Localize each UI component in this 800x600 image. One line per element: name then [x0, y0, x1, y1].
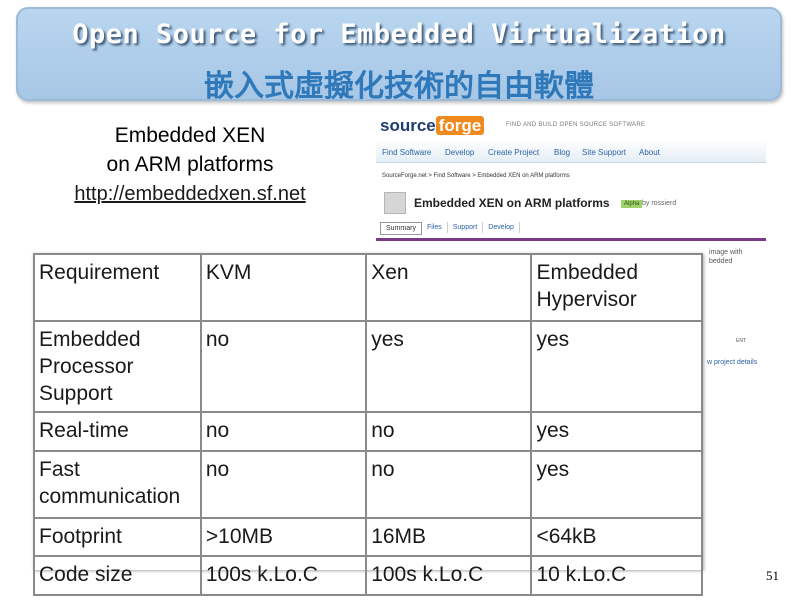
side-text-line-2: bedded	[709, 258, 733, 265]
table-row: Footprint >10MB 16MB <64kB	[33, 517, 703, 557]
header-xen: Xen	[365, 253, 533, 322]
nav-create-project[interactable]: Create Project	[488, 148, 540, 157]
table-row: Fast communication no no yes	[33, 450, 703, 519]
table-cell: yes	[530, 411, 703, 452]
nav-blog[interactable]: Blog	[554, 148, 571, 157]
tab-files[interactable]: Files	[422, 222, 448, 233]
title-english: Open Source for Embedded Virtualization	[72, 19, 726, 50]
table-cell: Code size	[33, 555, 202, 596]
table-cell: no	[365, 411, 533, 452]
nav-site-support[interactable]: Site Support	[582, 148, 627, 157]
table-cell: Footprint	[33, 517, 202, 557]
project-title: Embedded XEN on ARM platforms	[414, 196, 610, 210]
table-cell: Fast communication	[33, 450, 202, 519]
tab-divider	[376, 238, 766, 241]
table-cell: no	[199, 320, 368, 413]
page-number: 51	[766, 568, 779, 583]
comparison-table: Requirement KVM Xen Embedded Hypervisor …	[33, 253, 703, 596]
table-cell: yes	[530, 450, 703, 519]
sourceforge-nav: Find Software Develop Create Project Blo…	[376, 142, 766, 163]
table-cell: yes	[365, 320, 533, 413]
table-cell: yes	[530, 320, 703, 413]
logo-forge: forge	[435, 116, 485, 135]
status-badge: Alpha	[621, 200, 643, 208]
table-row: Real-time no no yes	[33, 411, 703, 452]
table-cell: no	[199, 450, 368, 519]
breadcrumb: SourceForge.net > Find Software > Embedd…	[382, 173, 570, 179]
caption-line-1: Embedded XEN	[114, 124, 266, 147]
nav-develop[interactable]: Develop	[445, 148, 475, 157]
table-cell: no	[199, 411, 368, 452]
side-label: ENT	[736, 338, 746, 344]
header-embedded-hypervisor: Embedded Hypervisor	[530, 253, 703, 322]
tab-develop[interactable]: Develop	[483, 222, 520, 233]
header-kvm: KVM	[199, 253, 368, 322]
table-cell: 100s k.Lo.C	[199, 555, 368, 596]
title-banner: Open Source for Embedded Virtualization …	[16, 7, 782, 104]
table-cell: Real-time	[33, 411, 202, 452]
sourceforge-logo[interactable]: source forge	[380, 116, 485, 136]
side-text: image with bedded	[709, 248, 742, 266]
table-cell: no	[365, 450, 533, 519]
title-chinese: 嵌入式虛擬化技術的自由軟體	[204, 69, 594, 104]
project-author: by rossierd	[642, 200, 677, 207]
table-cell: 100s k.Lo.C	[365, 555, 533, 596]
tab-summary[interactable]: Summary	[380, 222, 422, 235]
table-cell: <64kB	[530, 517, 703, 557]
project-url-link[interactable]: http://embeddedxen.sf.net	[74, 183, 306, 205]
tab-support[interactable]: Support	[448, 222, 484, 233]
table-cell: Embedded Processor Support	[33, 320, 202, 413]
table-cell: >10MB	[199, 517, 368, 557]
table-cell: 16MB	[365, 517, 533, 557]
table-row: Embedded Processor Support no yes yes	[33, 320, 703, 413]
logo-source: source	[380, 116, 436, 135]
table-row: Code size 100s k.Lo.C 100s k.Lo.C 10 k.L…	[33, 555, 703, 596]
nav-about[interactable]: About	[639, 148, 660, 157]
table-header-row: Requirement KVM Xen Embedded Hypervisor	[33, 253, 703, 322]
header-requirement: Requirement	[33, 253, 202, 322]
caption-line-2: on ARM platforms	[106, 153, 274, 176]
table-cell: 10 k.Lo.C	[530, 555, 703, 596]
project-icon	[384, 192, 406, 214]
sourceforge-tagline: FIND AND BUILD OPEN SOURCE SOFTWARE	[506, 122, 646, 128]
project-tabs: Summary Files Support Develop	[380, 222, 520, 236]
nav-find-software[interactable]: Find Software	[382, 148, 432, 157]
side-text-line-1: image with	[709, 249, 743, 256]
project-details-link[interactable]: w project details	[707, 359, 758, 366]
